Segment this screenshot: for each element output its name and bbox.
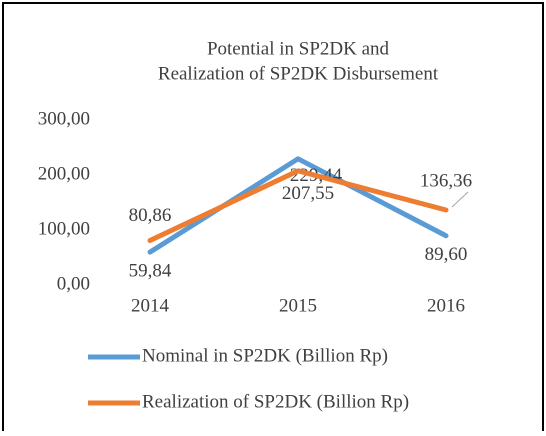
- leader-line: [451, 191, 469, 208]
- y-tick-label: 200,00: [38, 163, 90, 184]
- series-line: [147, 156, 449, 255]
- chart-title: Realization of SP2DK Disbursement: [158, 63, 439, 84]
- y-tick-label: 100,00: [38, 218, 90, 239]
- series-line: [147, 168, 449, 244]
- data-label: 59,84: [129, 260, 172, 281]
- data-label: 207,55: [282, 183, 334, 204]
- x-tick-label: 2014: [131, 295, 170, 316]
- y-tick-label: 300,00: [38, 108, 90, 129]
- data-label: 80,86: [129, 205, 172, 226]
- y-tick-label: 0,00: [57, 273, 90, 294]
- chart-title: Potential in SP2DK and: [207, 38, 390, 59]
- data-label: 136,36: [420, 170, 472, 191]
- x-tick-label: 2015: [279, 295, 317, 316]
- data-label: 89,60: [425, 244, 468, 265]
- legend-label: Nominal in SP2DK (Billion Rp): [142, 345, 388, 366]
- x-tick-label: 2016: [427, 295, 465, 316]
- legend-label: Realization of SP2DK (Billion Rp): [142, 391, 409, 412]
